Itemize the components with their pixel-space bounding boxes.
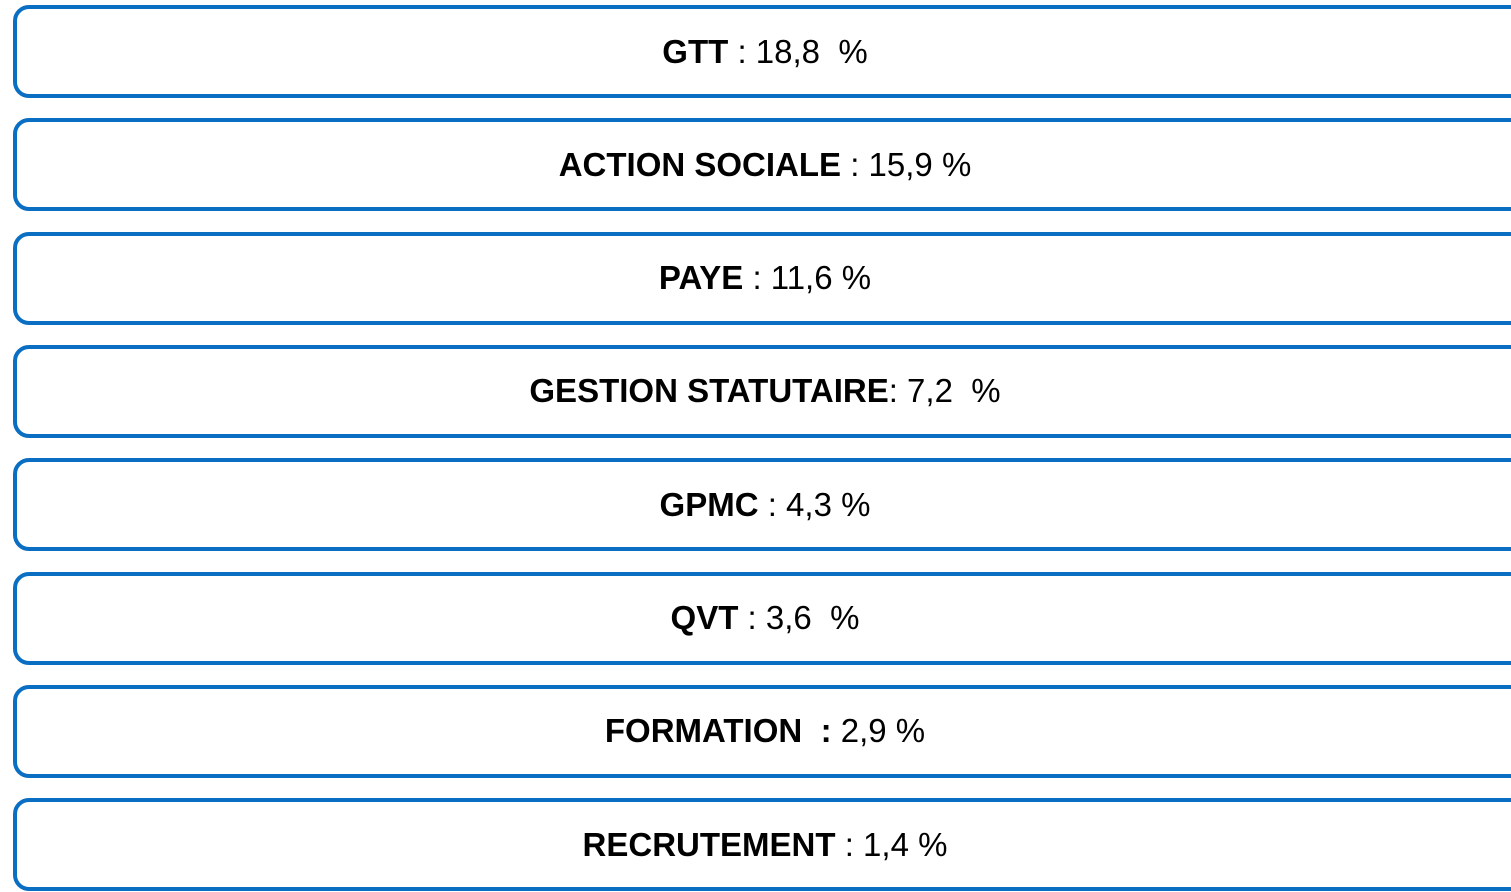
item-box: RECRUTEMENT : 1,4 % (13, 798, 1511, 892)
item-text: PAYE : 11,6 % (659, 259, 871, 297)
item-box: FORMATION : 2,9 % (13, 684, 1511, 778)
item-text: RECRUTEMENT : 1,4 % (583, 826, 948, 864)
item-text: GTT : 18,8 % (662, 33, 867, 71)
item-value: : 3,6 % (738, 599, 860, 636)
item-label: QVT (670, 599, 739, 636)
item-text: GESTION STATUTAIRE: 7,2 % (529, 372, 1000, 410)
item-box: GPMC : 4,3 % (13, 458, 1511, 552)
item-value: 2,9 % (831, 712, 926, 750)
item-label: ACTION SOCIALE (558, 145, 842, 183)
item-label: GTT (662, 32, 729, 70)
item-label: GESTION STATUTAIRE (529, 372, 889, 410)
item-label: PAYE (658, 259, 744, 297)
item-box: GTT : 18,8 % (13, 5, 1511, 98)
item-value: : 11,6 % (743, 259, 872, 297)
item-label: GPMC (659, 485, 759, 523)
item-value: : 7,2 % (888, 372, 1001, 410)
item-box: GESTION STATUTAIRE: 7,2 % (13, 344, 1511, 438)
item-box: QVT : 3,6 % (13, 571, 1511, 665)
item-text: ACTION SOCIALE : 15,9 % (559, 146, 972, 184)
item-text: QVT : 3,6 % (671, 599, 860, 637)
item-value: : 18,8 % (728, 32, 868, 70)
item-value: : 15,9 % (841, 145, 972, 183)
item-label: FORMATION : (604, 712, 832, 750)
item-text: GPMC : 4,3 % (660, 486, 871, 524)
item-value: : 4,3 % (758, 485, 871, 523)
item-text: FORMATION : 2,9 % (605, 712, 925, 750)
item-box: PAYE : 11,6 % (13, 231, 1511, 325)
item-value: : 1,4 % (835, 825, 948, 863)
item-box: ACTION SOCIALE : 15,9 % (13, 118, 1511, 212)
item-label: RECRUTEMENT (582, 825, 836, 863)
